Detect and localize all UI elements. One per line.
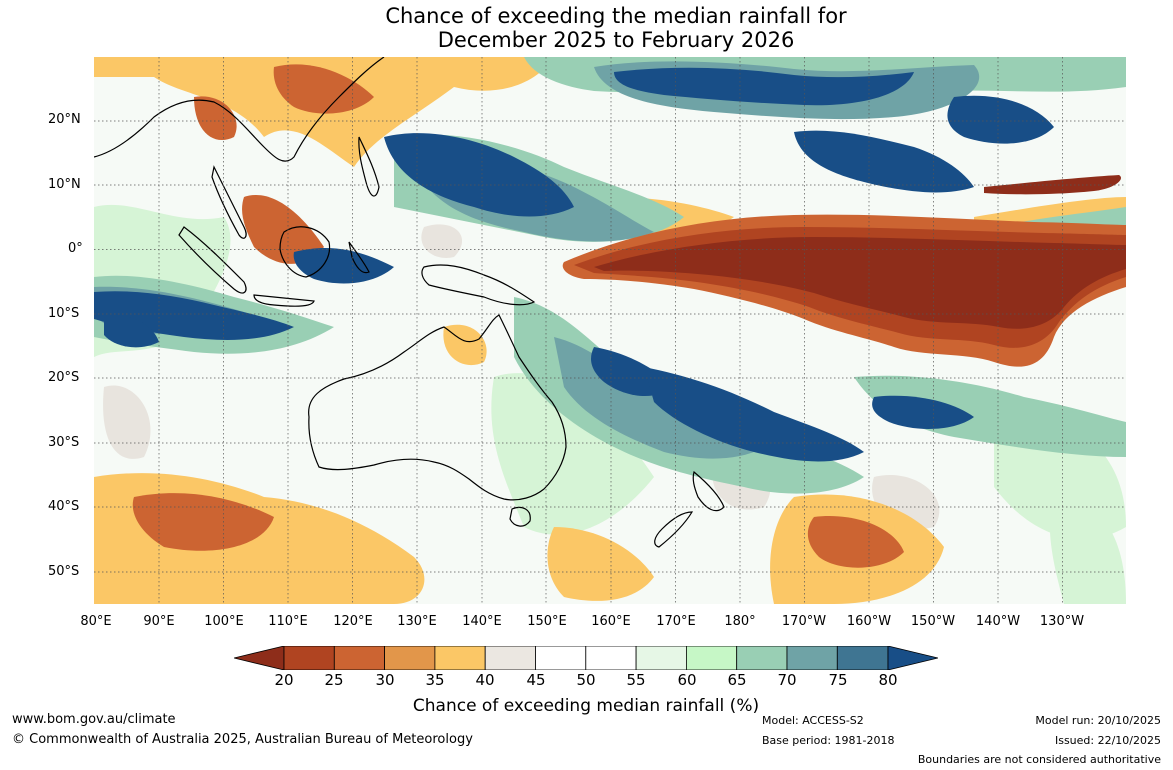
footer-base-period: Base period: 1981-2018 [762,734,895,747]
colorbar-label: Chance of exceeding median rainfall (%) [412,696,760,716]
lat-tick-10n: 10°N [48,177,81,192]
lon-tick-100e: 100°E [204,614,244,629]
lon-tick-130w: 130°W [1039,614,1085,629]
colorbar-tick-25: 25 [324,671,344,689]
colorbar-tick-20: 20 [274,671,294,689]
dark-blue-areas [94,67,1054,462]
footer-website[interactable]: www.bom.gov.au/climate [12,712,176,727]
footer-model-run: Model run: 20/10/2025 [1035,714,1161,727]
lon-tick-120e: 120°E [333,614,373,629]
colorbar-tick-40: 40 [475,671,495,689]
colorbar-band-65-70 [736,645,788,671]
colorbar-tick-70: 70 [777,671,797,689]
colorbar-band-40-45 [484,645,536,671]
colorbar-band-60-65 [685,645,738,671]
tasmania-coast [509,506,531,527]
lon-tick-110e: 110°E [268,614,308,629]
lon-tick-150e: 150°E [527,614,567,629]
colorbar-band-70-75 [786,645,838,671]
gridlines [94,57,1126,604]
colorbar-tick-35: 35 [425,671,445,689]
colorbar-band-25-30 [333,645,386,671]
lon-tick-170w: 170°W [781,614,827,629]
footer-copyright: © Commonwealth of Australia 2025, Austra… [12,732,473,747]
new-zealand-coast [654,470,725,548]
lon-tick-150w: 150°W [910,614,956,629]
colorbar-tick-65: 65 [727,671,747,689]
lat-tick-50s: 50°S [48,564,80,579]
colorbar-band-50-55 [585,645,637,671]
colorbar [233,645,939,671]
malay-peninsula-coast [211,165,247,239]
lon-tick-140w: 140°W [975,614,1021,629]
lat-tick-0: 0° [68,241,83,256]
map-title: Chance of exceeding the median rainfall … [0,4,1173,52]
australia-coast [308,314,567,501]
lon-tick-160e: 160°E [591,614,631,629]
colorbar-tick-80: 80 [878,671,898,689]
lon-tick-140e: 140°E [462,614,502,629]
colorbar-low-arrow [233,645,285,671]
brown-areas [562,175,1126,367]
asia-coast [94,57,385,162]
footer-model: Model: ACCESS-S2 [762,714,864,727]
colorbar-band-45-50 [535,645,587,671]
lat-tick-30s: 30°S [48,435,80,450]
sumatra-coast [178,226,247,294]
footer-disclaimer: Boundaries are not considered authoritat… [917,753,1161,766]
philippines-coast [358,136,380,197]
lon-tick-130e: 130°E [397,614,437,629]
colorbar-band-20-25 [283,645,335,671]
rainfall-map[interactable] [94,57,1126,604]
colorbar-band-55-60 [635,645,687,671]
lon-tick-90e: 90°E [143,614,175,629]
colorbar-band-75-80 [836,645,889,671]
colorbar-tick-45: 45 [526,671,546,689]
java-coast [253,294,315,307]
sulawesi-coast [348,241,370,274]
lon-tick-80e: 80°E [80,614,112,629]
title-line-2: December 2025 to February 2026 [437,28,795,52]
title-line-1: Chance of exceeding the median rainfall … [385,4,847,28]
map-canvas [94,57,1126,604]
colorbar-high-arrow [887,645,939,671]
new-guinea-coast [421,264,536,306]
colorbar-tick-60: 60 [677,671,697,689]
colorbar-tick-75: 75 [828,671,848,689]
colorbar-tick-30: 30 [375,671,395,689]
dark-orange-areas [132,64,904,568]
footer-issued: Issued: 22/10/2025 [1054,734,1161,747]
lon-tick-160w: 160°W [846,614,892,629]
coastlines [94,57,725,548]
lon-tick-170e: 170°E [656,614,696,629]
colorbar-svg [233,645,939,671]
colorbar-tick-55: 55 [626,671,646,689]
borneo-coast [279,226,331,278]
colorbar-band-30-35 [384,645,436,671]
colorbar-tick-50: 50 [576,671,596,689]
lat-tick-10s: 10°S [48,306,80,321]
lon-tick-180: 180° [724,614,756,629]
lat-tick-20s: 20°S [48,370,80,385]
lat-tick-40s: 40°S [48,499,80,514]
colorbar-band-35-40 [434,645,486,671]
lat-tick-20n: 20°N [48,112,81,127]
